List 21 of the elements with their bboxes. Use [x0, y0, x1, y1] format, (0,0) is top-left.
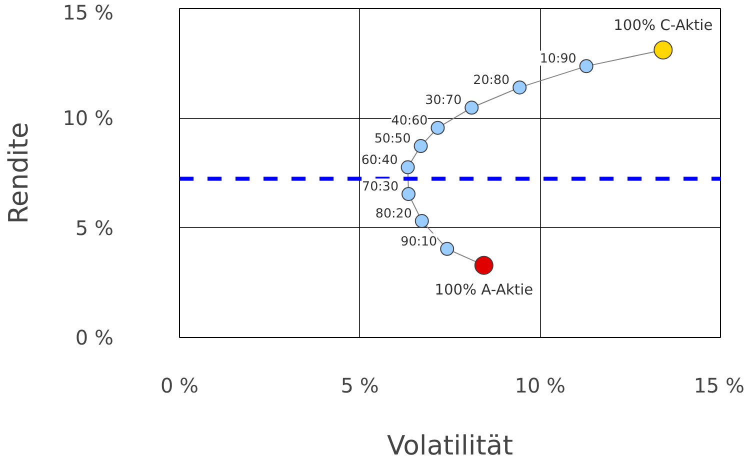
x-tick-label: 0 %: [160, 374, 199, 398]
annotation: 30:70: [425, 92, 462, 108]
annotation: 60:40: [361, 152, 398, 167]
annotation: 100% C-Aktie: [614, 16, 713, 34]
x-tick-label: 5 %: [340, 374, 379, 398]
y-tick-label: 15 %: [62, 0, 114, 24]
annotation: 100% A-Aktie: [434, 281, 534, 298]
annotation: 20:80: [473, 72, 510, 87]
y-tick-label: 5 %: [75, 216, 114, 240]
y-axis-title: Rendite: [4, 122, 35, 224]
x-tick-label: 10 %: [514, 374, 566, 398]
annotation: 70:30: [362, 178, 399, 194]
annotation: 40:60: [391, 112, 428, 128]
annotation: 10:90: [540, 50, 576, 66]
x-tick-label: 15 %: [694, 374, 744, 398]
x-axis-title: Volatilität: [386, 430, 514, 462]
y-tick-label: 10 %: [62, 106, 114, 130]
annotation: 80:20: [375, 206, 412, 221]
annotation: 50:50: [374, 130, 411, 146]
annotation: 90:10: [400, 233, 438, 248]
y-tick-label: 0 %: [75, 326, 114, 350]
